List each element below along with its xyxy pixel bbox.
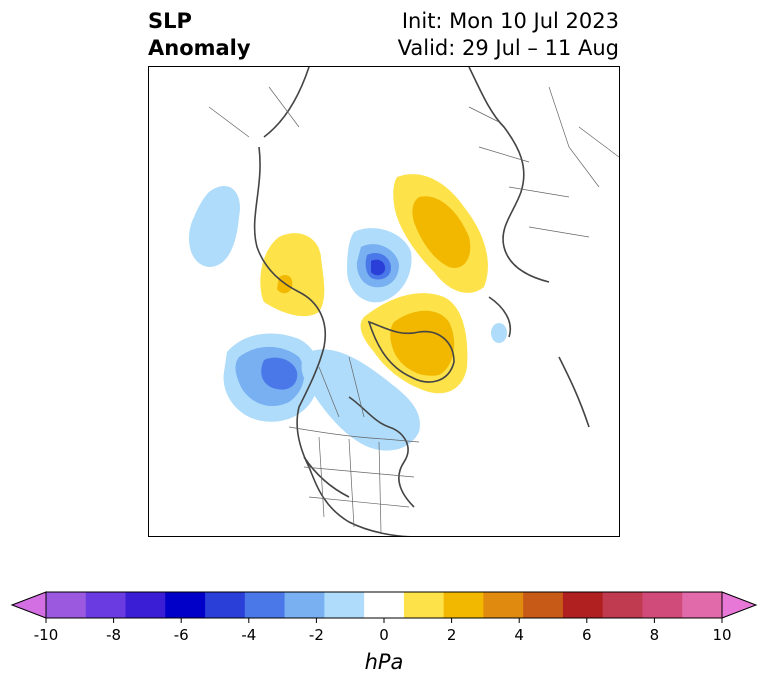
coastlines (253, 67, 590, 536)
colorbar-cell (125, 592, 166, 618)
colorbar-tick-label: 0 (379, 626, 389, 644)
colorbar-tick-label: 2 (447, 626, 457, 644)
anomaly-pos-scandinavia-core (412, 196, 471, 268)
colorbar-tick-label: -2 (309, 626, 324, 644)
colorbar: -10 -8 -6 -4 -2 0 2 4 6 8 10 hPa (10, 591, 758, 674)
colorbar-cell (244, 592, 286, 618)
colorbar-tick-label: -10 (34, 626, 59, 644)
colorbar-unit-label: hPa (365, 650, 404, 674)
colorbar-cell (403, 592, 445, 618)
colorbar-cell (324, 592, 365, 618)
colorbar-tick-label: 6 (582, 626, 592, 644)
colorbar-cell (165, 592, 206, 618)
colorbar-tick-label: 4 (514, 626, 524, 644)
colorbar-cell (46, 592, 87, 618)
map-title: SLP Anomaly (148, 8, 251, 62)
colorbar-cells (10, 591, 758, 619)
colorbar-extend-high (721, 591, 758, 619)
title-variable: SLP (148, 9, 192, 33)
colorbar-cell (562, 592, 604, 618)
valid-dates: Valid: 29 Jul – 11 Aug (397, 36, 619, 60)
colorbar-cell (443, 592, 484, 618)
anomaly-neg-alaska-core (261, 357, 298, 390)
colorbar-tick-label: 10 (712, 626, 731, 644)
colorbar-tick-label: -4 (241, 626, 256, 644)
map-panel (148, 66, 620, 537)
colorbar-ticks: -10 -8 -6 -4 -2 0 2 4 6 8 10 (34, 618, 732, 644)
borders (208, 86, 619, 533)
anomaly-pos-east-siberia (260, 233, 325, 317)
colorbar-cell (523, 592, 564, 618)
anomaly-map (189, 67, 619, 536)
anomaly-neg-canada (301, 349, 420, 451)
colorbar-cell (682, 592, 723, 618)
colorbar-cell (602, 592, 643, 618)
title-variable-sub: Anomaly (148, 36, 251, 60)
anomaly-neg-arctic-core (371, 259, 386, 276)
colorbar-cell (284, 592, 325, 618)
anomaly-neg-iceland (491, 323, 507, 343)
map-dates: Init: Mon 10 Jul 2023 Valid: 29 Jul – 11… (398, 8, 619, 62)
anomaly-pos-greenland-core (390, 310, 455, 376)
colorbar-tick-label: -8 (106, 626, 121, 644)
init-date: Init: Mon 10 Jul 2023 (401, 9, 619, 33)
anomaly-neg-west-pacific (189, 186, 240, 267)
colorbar-cell (85, 592, 127, 618)
colorbar-cell (483, 592, 524, 618)
colorbar-cell (205, 592, 246, 618)
colorbar-extend-low (10, 591, 47, 619)
colorbar-cell (642, 592, 683, 618)
colorbar-tick-label: -6 (174, 626, 189, 644)
colorbar-cell (364, 592, 405, 618)
colorbar-tick-label: 8 (650, 626, 660, 644)
